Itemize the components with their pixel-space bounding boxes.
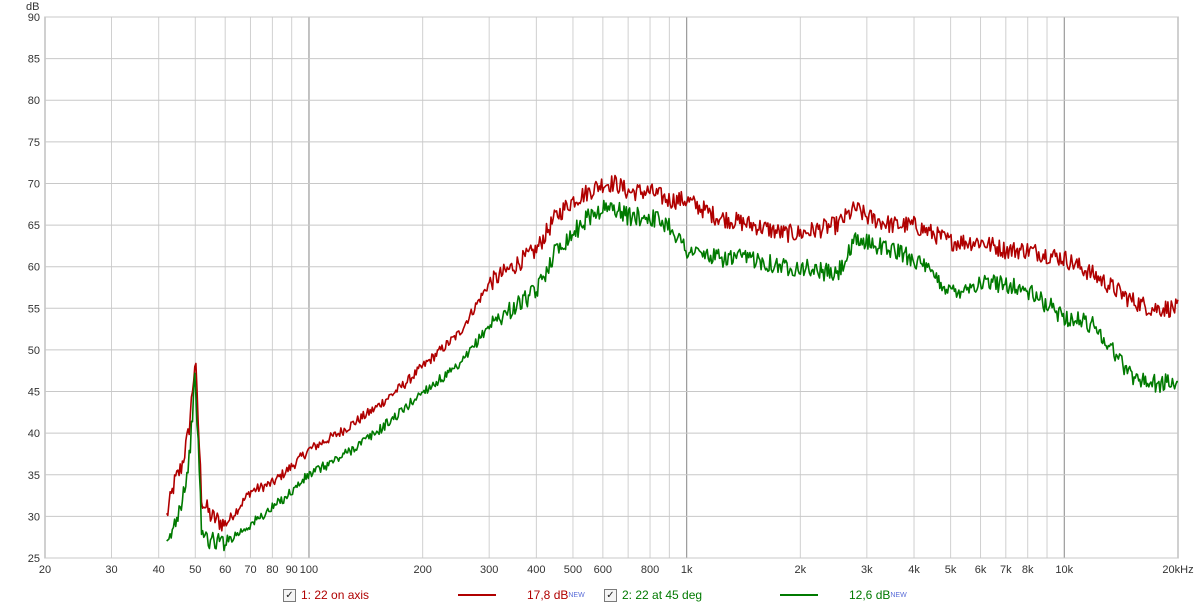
legend-label-1: 1: 22 on axis xyxy=(301,588,370,602)
x-tick-label: 40 xyxy=(153,564,165,576)
frequency-response-chart: 25 30 35 40 45 50 55 60 65 70 75 80 85 90 20 30 40 50 60 70… xyxy=(26,1,1194,576)
y-tick-label: 35 xyxy=(28,470,40,482)
y-tick-label: 80 xyxy=(28,95,40,107)
x-tick-label: 20kHz xyxy=(1162,564,1193,576)
y-tick-label: 75 xyxy=(28,137,40,149)
x-tick-label: 10k xyxy=(1055,564,1073,576)
x-tick-label: 90 xyxy=(286,564,298,576)
legend-item-1[interactable]: ✓ 1: 22 on axis xyxy=(283,585,369,605)
x-tick-label: 200 xyxy=(413,564,431,576)
plot-area xyxy=(44,16,1179,559)
y-tick-label: 30 xyxy=(28,511,40,523)
y-tick-label: 40 xyxy=(28,428,40,440)
series-line-2 xyxy=(166,199,1179,552)
y-tick-label: 70 xyxy=(28,178,40,190)
x-tick-label: 600 xyxy=(594,564,612,576)
x-tick-label: 4k xyxy=(908,564,920,576)
x-tick-label: 1k xyxy=(681,564,693,576)
y-tick-label: 50 xyxy=(28,345,40,357)
legend-value-1: 17,8 dB xyxy=(527,588,569,602)
x-tick-label: 50 xyxy=(189,564,201,576)
x-tick-label: 30 xyxy=(105,564,117,576)
x-tick-label: 500 xyxy=(564,564,582,576)
y-tick-label: 85 xyxy=(28,54,40,66)
x-tick-label: 100 xyxy=(300,564,318,576)
series-layer xyxy=(165,174,1179,552)
x-tick-label: 80 xyxy=(266,564,278,576)
legend-item-2[interactable]: ✓ 2: 22 at 45 deg xyxy=(604,585,702,605)
x-tick-label: 5k xyxy=(945,564,957,576)
y-tick-label: 55 xyxy=(28,303,40,315)
legend-label-2: 2: 22 at 45 deg xyxy=(622,588,703,602)
legend-value-item-1: 17,8 dB NEW xyxy=(527,585,585,605)
series-line-1 xyxy=(165,174,1179,532)
x-tick-label: 3k xyxy=(861,564,873,576)
x-tick-label: 20 xyxy=(39,564,51,576)
y-tick-label: 90 xyxy=(28,12,40,24)
x-tick-label: 70 xyxy=(244,564,256,576)
x-tick-label: 400 xyxy=(527,564,545,576)
y-tick-label: 25 xyxy=(28,553,40,565)
checkbox-series-1[interactable]: ✓ xyxy=(283,588,296,602)
legend-swatch-item-1 xyxy=(458,585,496,605)
grid xyxy=(45,16,1178,559)
y-tick-label: 60 xyxy=(28,262,40,274)
legend-value-item-2: 12,6 dB NEW xyxy=(849,585,907,605)
tick-labels: 25 30 35 40 45 50 55 60 65 70 75 80 85 90 20 30 40 50 60 70… xyxy=(28,12,1194,576)
x-tick-label: 60 xyxy=(219,564,231,576)
y-tick-label: 65 xyxy=(28,220,40,232)
legend-value-2: 12,6 dB xyxy=(849,588,891,602)
x-tick-label: 7k xyxy=(1000,564,1012,576)
x-tick-label: 8k xyxy=(1022,564,1034,576)
x-tick-label: 300 xyxy=(480,564,498,576)
y-axis-label: dB xyxy=(26,1,39,13)
legend-swatch-1 xyxy=(458,594,496,596)
x-tick-label: 6k xyxy=(975,564,987,576)
legend-badge-2: NEW xyxy=(890,591,907,599)
legend-swatch-item-2 xyxy=(780,585,818,605)
y-tick-label: 45 xyxy=(28,387,40,399)
legend-swatch-2 xyxy=(780,594,818,596)
checkbox-series-2[interactable]: ✓ xyxy=(604,588,617,602)
x-tick-label: 2k xyxy=(795,564,807,576)
legend-badge-1: NEW xyxy=(568,591,585,599)
x-tick-label: 800 xyxy=(641,564,659,576)
